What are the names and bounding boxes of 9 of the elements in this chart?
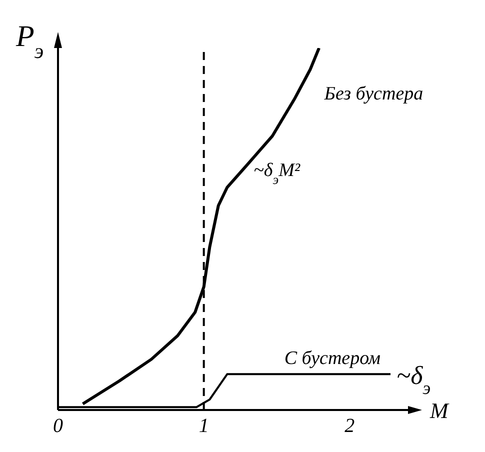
x-tick-label: 2 [344, 415, 355, 438]
y-axis-title: P$_{э}$ [15, 20, 44, 63]
annotation: ~δ$_{э}$ [396, 361, 431, 398]
series-label: С бустером [284, 348, 380, 370]
annotation: ~δ$_{э}$M² [254, 160, 300, 187]
x-tick-label: 0 [53, 415, 63, 438]
x-axis-title: M [429, 398, 450, 423]
x-tick-label: 1 [198, 415, 209, 438]
series-label: Без бустера [323, 83, 424, 104]
